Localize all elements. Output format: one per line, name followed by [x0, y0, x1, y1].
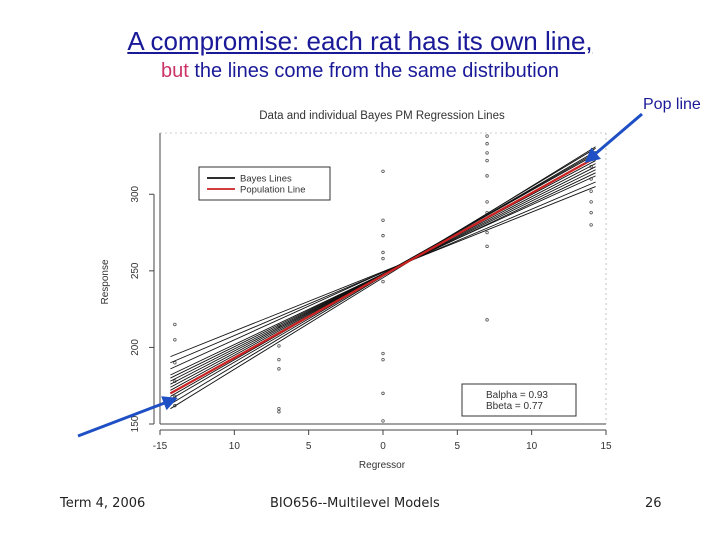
plot-frame	[159, 132, 607, 425]
y-axis: 150 200 250 300	[130, 185, 155, 432]
data-point	[277, 406, 281, 411]
data-point	[173, 322, 177, 327]
callout-arrows	[77, 112, 643, 438]
slide-title: A compromise: each rat has its own line,	[127, 26, 593, 56]
arrow-bottom-left	[77, 396, 178, 438]
arrow-top-right	[584, 112, 643, 163]
data-point	[485, 151, 489, 155]
footer-course: BIO656--Multilevel Models	[270, 496, 440, 511]
data-point	[589, 223, 593, 227]
x-tick-label: 10	[229, 441, 241, 452]
data-point	[381, 419, 385, 423]
annotation-text: Balpha = 0.93	[486, 390, 548, 401]
footer-date: Term 4, 2006	[60, 496, 146, 511]
annotation-box	[461, 383, 577, 417]
data-point	[277, 410, 281, 414]
data-point	[485, 318, 489, 322]
x-tick-label: 0	[380, 441, 386, 452]
data-point	[485, 230, 489, 235]
x-tick-label: -15	[153, 441, 168, 452]
bayes-line	[170, 172, 596, 376]
legend-label: Bayes Lines	[240, 174, 292, 185]
y-axis-label: Response	[100, 259, 111, 304]
bayes-line	[170, 181, 596, 364]
data-point	[173, 361, 177, 365]
x-tick-label: 10	[526, 441, 538, 452]
y-tick-label: 250	[130, 262, 141, 279]
data-point	[589, 210, 593, 215]
data-point	[589, 189, 593, 193]
data-point	[485, 158, 489, 163]
chart-title: Data and individual Bayes PM Regression …	[259, 110, 505, 122]
y-tick-label: 200	[130, 339, 141, 356]
x-tick-label: 5	[306, 441, 312, 452]
legend-label: Population Line	[240, 185, 306, 196]
data-point	[173, 338, 177, 342]
data-point	[485, 142, 489, 146]
bayes-line	[170, 186, 596, 358]
subtitle-rest: the lines come from the same distributio…	[188, 60, 559, 82]
data-point	[277, 367, 281, 371]
data-point	[381, 218, 385, 222]
x-axis-label: Regressor	[359, 460, 406, 471]
x-axis: -15 10 5 0 5 10 15	[153, 429, 612, 452]
population-line	[169, 156, 597, 395]
data-points	[173, 134, 593, 423]
data-point	[381, 169, 385, 173]
population-line-layer	[169, 156, 597, 395]
data-point	[485, 174, 489, 178]
data-point	[277, 344, 281, 348]
data-point	[277, 357, 281, 362]
data-point	[381, 357, 385, 362]
data-point	[485, 200, 489, 204]
data-point	[381, 391, 385, 396]
data-point	[381, 256, 385, 261]
footer-page-number: 26	[645, 496, 662, 511]
data-point	[589, 200, 593, 204]
y-tick-label: 300	[130, 185, 141, 202]
pop-line-callout: Pop line	[643, 96, 701, 113]
data-point	[381, 351, 385, 356]
slide-subtitle: but the lines come from the same distrib…	[0, 60, 720, 83]
x-tick-label: 5	[455, 441, 461, 452]
y-tick-label: 150	[130, 415, 141, 432]
data-point	[485, 244, 489, 249]
x-tick-label: 15	[600, 441, 612, 452]
subtitle-accent: but	[161, 60, 189, 82]
data-point	[381, 279, 385, 284]
legend-box	[198, 166, 331, 201]
data-point	[485, 134, 489, 138]
data-point	[381, 233, 385, 238]
annotation-text: Bbeta = 0.77	[486, 401, 543, 412]
data-point	[381, 250, 385, 255]
